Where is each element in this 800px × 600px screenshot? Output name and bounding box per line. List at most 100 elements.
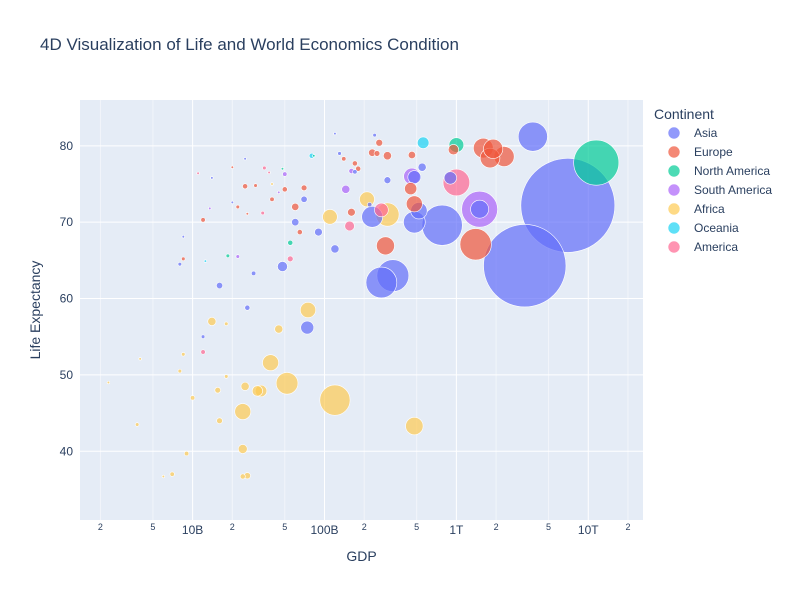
data-point-south-america xyxy=(235,254,240,259)
legend[interactable]: Continent Asia Europe North America South A… xyxy=(654,106,772,254)
data-point-asia xyxy=(314,227,323,237)
data-point-europe xyxy=(351,160,358,167)
data-point-europe xyxy=(373,150,381,157)
data-point-america xyxy=(344,220,355,232)
data-point-africa xyxy=(319,384,351,416)
x-tick-label: 1T xyxy=(449,523,464,537)
data-point-asia xyxy=(200,334,206,339)
data-point-north-america xyxy=(573,139,620,186)
data-point-africa xyxy=(224,321,229,326)
legend-item-asia[interactable]: Asia xyxy=(667,126,718,140)
legend-item-north-america[interactable]: North America xyxy=(667,164,770,178)
legend-marker xyxy=(667,145,681,159)
x-minor-tick-label: 2 xyxy=(494,522,499,532)
x-minor-tick-label: 2 xyxy=(362,522,367,532)
data-point-asia xyxy=(421,204,463,246)
data-point-north-america xyxy=(225,253,230,258)
legend-item-oceania[interactable]: Oceania xyxy=(667,221,739,235)
y-tick-label: 70 xyxy=(60,215,74,229)
data-point-asia xyxy=(365,266,398,299)
legend-label: Africa xyxy=(694,202,725,216)
data-point-africa xyxy=(161,474,165,479)
data-point-asia xyxy=(243,157,247,161)
data-point-africa xyxy=(405,417,424,436)
legend-marker xyxy=(667,126,681,140)
data-point-south-america xyxy=(208,206,212,211)
data-point-europe xyxy=(376,236,395,256)
legend-label: North America xyxy=(694,164,770,178)
data-point-asia xyxy=(443,171,457,185)
data-point-europe xyxy=(296,229,303,236)
data-point-africa xyxy=(177,368,182,374)
data-point-africa xyxy=(181,352,186,357)
data-point-asia xyxy=(383,176,392,184)
data-point-asia xyxy=(300,320,315,335)
y-tick-label: 50 xyxy=(60,368,74,382)
data-point-europe xyxy=(230,165,234,169)
data-point-europe xyxy=(406,195,423,213)
legend-item-south-america[interactable]: South America xyxy=(667,183,772,197)
data-point-asia xyxy=(251,270,257,276)
data-point-africa xyxy=(275,372,299,395)
data-point-asia xyxy=(330,244,340,254)
data-point-asia xyxy=(470,199,489,219)
y-axis-title: Life Expectancy xyxy=(27,261,43,360)
data-point-africa xyxy=(224,374,229,379)
data-point-asia xyxy=(333,131,337,136)
data-point-north-america xyxy=(280,167,285,171)
data-point-europe xyxy=(347,208,356,217)
legend-marker xyxy=(667,164,681,178)
x-minor-tick-label: 5 xyxy=(546,522,551,532)
data-point-europe xyxy=(375,139,383,147)
y-tick-label: 80 xyxy=(60,139,74,153)
data-point-europe xyxy=(281,186,288,193)
data-point-africa xyxy=(138,357,142,361)
legend-label: Asia xyxy=(694,126,718,140)
data-point-asia xyxy=(337,151,342,156)
data-point-africa xyxy=(239,473,246,480)
legend-label: Oceania xyxy=(694,221,739,235)
data-point-europe xyxy=(181,256,186,261)
data-point-asia xyxy=(300,195,308,203)
data-point-africa xyxy=(169,471,175,477)
data-point-africa xyxy=(262,354,279,372)
x-minor-tick-label: 2 xyxy=(625,522,630,532)
legend-items[interactable]: Asia Europe North America South America Afri… xyxy=(667,126,772,254)
data-point-europe xyxy=(245,212,249,216)
data-point-africa xyxy=(274,324,284,334)
data-point-america xyxy=(287,255,294,263)
data-point-america xyxy=(196,171,200,175)
legend-marker xyxy=(667,183,681,197)
data-point-africa xyxy=(135,422,140,427)
legend-item-europe[interactable]: Europe xyxy=(667,145,733,159)
legend-label: Europe xyxy=(694,145,733,159)
y-tick-label: 40 xyxy=(60,444,74,458)
data-point-asia xyxy=(181,235,185,239)
data-point-africa xyxy=(359,191,375,208)
data-point-europe xyxy=(407,150,416,159)
x-minor-tick-label: 5 xyxy=(282,522,287,532)
data-point-asia xyxy=(210,176,214,180)
x-tick-label: 100B xyxy=(310,523,338,537)
data-point-south-america xyxy=(277,190,281,195)
legend-item-america[interactable]: America xyxy=(667,240,738,254)
data-point-asia xyxy=(372,132,377,138)
x-tick-label: 10T xyxy=(578,523,599,537)
chart-title: 4D Visualization of Life and World Econo… xyxy=(40,35,459,54)
data-point-asia xyxy=(216,282,224,290)
data-point-america xyxy=(374,202,389,218)
data-point-north-america xyxy=(287,239,294,246)
data-point-africa xyxy=(322,209,338,225)
data-point-africa xyxy=(251,385,263,397)
data-point-europe xyxy=(447,144,459,156)
data-point-africa xyxy=(106,380,111,385)
data-point-africa xyxy=(216,417,223,424)
data-point-asia xyxy=(417,162,427,172)
data-point-america xyxy=(260,210,265,216)
legend-title: Continent xyxy=(654,106,714,122)
x-axis-ticks: 10B 100B 1T 10T 2 5 2 5 2 5 2 5 2 xyxy=(98,522,631,537)
legend-label: South America xyxy=(694,183,772,197)
legend-item-africa[interactable]: Africa xyxy=(667,202,725,216)
legend-marker xyxy=(667,202,681,216)
